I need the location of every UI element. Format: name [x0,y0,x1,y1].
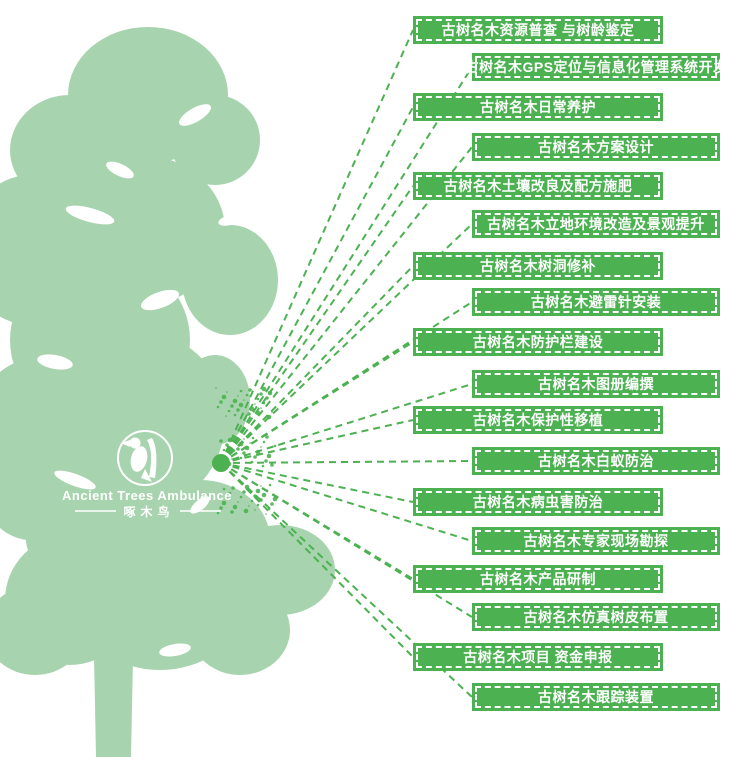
service-label: 古树名木专家现场勘探 [523,533,669,549]
service-label: 古树名木土壤改良及配方施肥 [443,178,633,194]
service-label: 古树名木日常养护 [480,99,596,115]
connector-lines [220,29,473,698]
service-banner-funding-application: 古树名木项目 资金申报 [413,643,663,671]
service-label: 古树名木跟踪装置 [538,689,654,705]
connector-line [220,462,473,542]
logo: Ancient Trees Ambulance 啄木鸟 [62,430,232,519]
connector-line [220,185,414,464]
service-label: 古树名木保护性移植 [472,412,604,428]
service-label: 古树名木项目 资金申报 [463,649,613,665]
service-banner-cavity-repair: 古树名木树洞修补 [413,252,663,280]
connector-line [220,265,414,464]
connector-line [220,29,414,464]
connector-line [220,462,414,503]
service-label: 古树名木避雷针安装 [530,294,662,310]
logo-circle [117,430,173,486]
service-banner-daily-care: 古树名木日常养护 [413,93,663,121]
service-banner-product-development: 古树名木产品研制 [413,565,663,593]
service-label: 古树名木GPS定位与信息化管理系统开发 [464,59,728,75]
service-label: 古树名木立地环境改造及景观提升 [487,216,705,232]
service-label: 古树名木白蚁防治 [538,453,654,469]
service-banner-artificial-bark: 古树名木仿真树皮布置 [472,603,720,631]
service-label: 古树名木树洞修补 [480,258,596,274]
service-banner-gps-system: 古树名木GPS定位与信息化管理系统开发 [464,53,727,81]
service-label: 古树名木产品研制 [480,571,596,587]
connector-line [220,66,473,464]
tree-silhouette [0,27,335,757]
connector-line [220,341,414,464]
connector-line [220,462,414,658]
service-banner-site-environment: 古树名木立地环境改造及景观提升 [472,210,720,238]
service-banner-soil-improvement: 古树名木土壤改良及配方施肥 [413,172,663,200]
service-banner-resource-survey: 古树名木资源普查 与树龄鉴定 [413,16,663,44]
logo-name-zh: 啄木鸟 [123,504,174,519]
service-banner-pest-control: 古树名木病虫害防治 [413,488,663,516]
service-label: 古树名木图册编撰 [538,376,654,392]
service-label: 古树名木病虫害防治 [472,494,604,510]
service-banner-tracking-device: 古树名木跟踪装置 [472,683,720,711]
service-banner-protective-transplant: 古树名木保护性移植 [413,406,663,434]
service-banner-guard-fence: 古树名木防护栏建设 [413,328,663,356]
service-label: 古树名木方案设计 [538,139,654,155]
service-banner-expert-survey: 古树名木专家现场勘探 [472,527,720,555]
canopy-notches [37,104,242,657]
connector-line [220,419,414,464]
connector-line [220,383,473,464]
connector-line [220,460,473,464]
service-banner-album-compilation: 古树名木图册编撰 [472,370,720,398]
service-banner-termite-control: 古树名木白蚁防治 [472,447,720,475]
logo-name-en: Ancient Trees Ambulance [62,488,232,503]
hub-dot [212,454,230,472]
connector-line [220,301,473,464]
service-banner-lightning-rod: 古树名木避雷针安装 [472,288,720,316]
service-label: 古树名木资源普查 与树龄鉴定 [441,22,635,38]
service-label: 古树名木仿真树皮布置 [523,609,669,625]
connector-line [220,106,414,464]
woodpecker-icon [121,437,157,482]
service-banner-plan-design: 古树名木方案设计 [472,133,720,161]
connector-line [220,462,473,698]
service-label: 古树名木防护栏建设 [472,334,604,350]
